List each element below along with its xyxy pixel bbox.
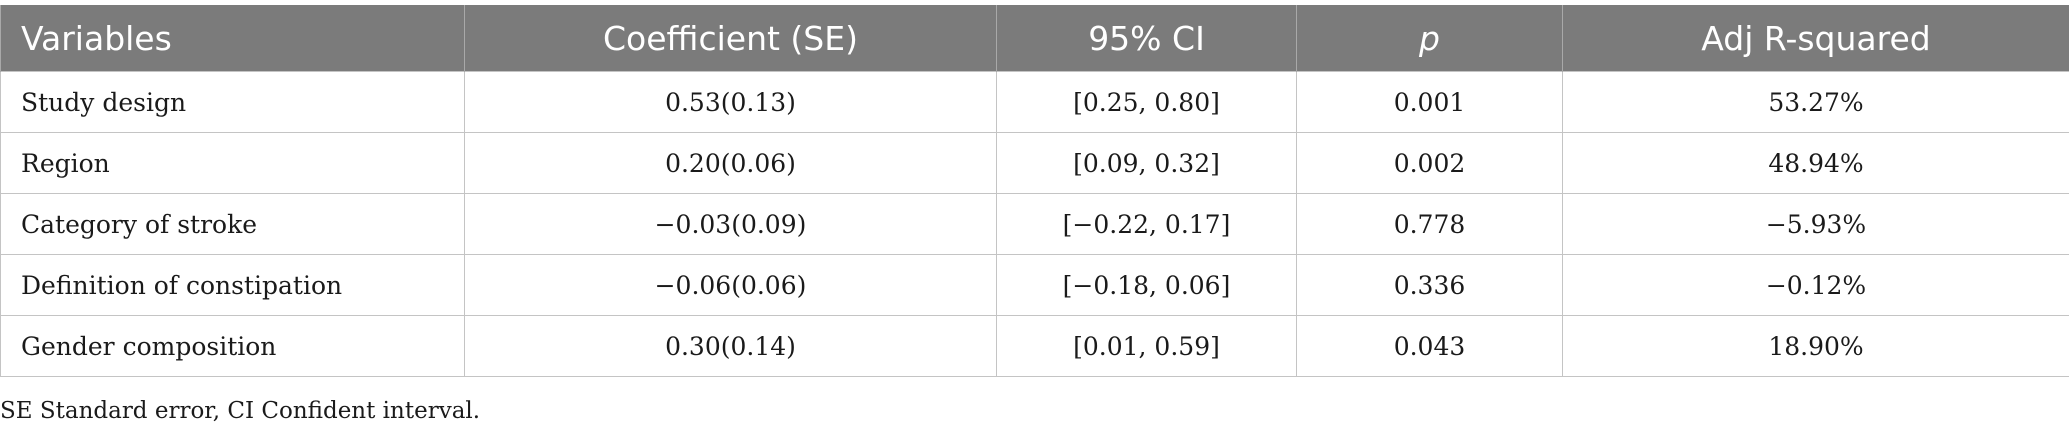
cell-adj-r-squared: 48.94% bbox=[1562, 132, 2069, 194]
regression-table-container: Variables Coefficient (SE) 95% CI p Adj … bbox=[0, 5, 2069, 377]
cell-variable: Gender composition bbox=[0, 315, 465, 377]
cell-adj-r-squared: 18.90% bbox=[1562, 315, 2069, 377]
cell-ci: [0.25, 0.80] bbox=[996, 71, 1297, 133]
meta-regression-table: Variables Coefficient (SE) 95% CI p Adj … bbox=[0, 5, 2069, 377]
cell-variable: Study design bbox=[0, 71, 465, 133]
cell-coefficient: −0.03(0.09) bbox=[464, 193, 997, 255]
cell-p-value: 0.043 bbox=[1296, 315, 1563, 377]
header-adj-r-squared: Adj R-squared bbox=[1562, 5, 2069, 72]
table-row: Definition of constipation −0.06(0.06) [… bbox=[0, 254, 2069, 316]
table-row: Study design 0.53(0.13) [0.25, 0.80] 0.0… bbox=[0, 71, 2069, 133]
header-p-value: p bbox=[1296, 5, 1563, 72]
table-row: Gender composition 0.30(0.14) [0.01, 0.5… bbox=[0, 315, 2069, 377]
header-ci: 95% CI bbox=[996, 5, 1297, 72]
cell-variable: Category of stroke bbox=[0, 193, 465, 255]
cell-p-value: 0.002 bbox=[1296, 132, 1563, 194]
cell-coefficient: 0.53(0.13) bbox=[464, 71, 997, 133]
cell-coefficient: −0.06(0.06) bbox=[464, 254, 997, 316]
table-row: Region 0.20(0.06) [0.09, 0.32] 0.002 48.… bbox=[0, 132, 2069, 194]
cell-adj-r-squared: −5.93% bbox=[1562, 193, 2069, 255]
cell-adj-r-squared: −0.12% bbox=[1562, 254, 2069, 316]
cell-p-value: 0.778 bbox=[1296, 193, 1563, 255]
cell-ci: [0.01, 0.59] bbox=[996, 315, 1297, 377]
cell-coefficient: 0.20(0.06) bbox=[464, 132, 997, 194]
header-row: Variables Coefficient (SE) 95% CI p Adj … bbox=[0, 5, 2069, 72]
cell-ci: [−0.18, 0.06] bbox=[996, 254, 1297, 316]
header-coefficient: Coefficient (SE) bbox=[464, 5, 997, 72]
cell-ci: [0.09, 0.32] bbox=[996, 132, 1297, 194]
header-variables: Variables bbox=[0, 5, 465, 72]
cell-ci: [−0.22, 0.17] bbox=[996, 193, 1297, 255]
cell-p-value: 0.001 bbox=[1296, 71, 1563, 133]
cell-variable: Region bbox=[0, 132, 465, 194]
table-footnote: SE Standard error, CI Confident interval… bbox=[0, 398, 481, 424]
table-row: Category of stroke −0.03(0.09) [−0.22, 0… bbox=[0, 193, 2069, 255]
table-header: Variables Coefficient (SE) 95% CI p Adj … bbox=[0, 5, 2069, 72]
cell-coefficient: 0.30(0.14) bbox=[464, 315, 997, 377]
cell-adj-r-squared: 53.27% bbox=[1562, 71, 2069, 133]
cell-variable: Definition of constipation bbox=[0, 254, 465, 316]
cell-p-value: 0.336 bbox=[1296, 254, 1563, 316]
table-body: Study design 0.53(0.13) [0.25, 0.80] 0.0… bbox=[0, 71, 2069, 377]
